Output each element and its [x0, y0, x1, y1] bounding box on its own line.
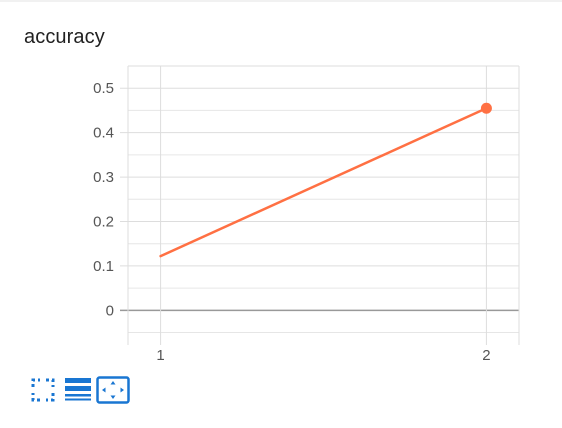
chart-grid: [120, 65, 520, 345]
series-line: [159, 106, 488, 258]
y-tick-label: 0.2: [93, 213, 114, 230]
list-lines-icon: [65, 378, 91, 401]
x-tick-label: 2: [482, 347, 490, 364]
x-tick-label: 1: [156, 347, 164, 364]
fit-domain-button[interactable]: [96, 375, 130, 405]
y-tick-label: 0.3: [93, 169, 114, 186]
chart-toolbar: [26, 374, 130, 406]
chart-series: [159, 102, 492, 258]
fit-to-domain-icon: [96, 376, 130, 404]
y-tick-label: 0.4: [93, 125, 114, 142]
toggle-log-scale-button[interactable]: [61, 375, 95, 405]
card-top-divider: [0, 0, 562, 2]
series-last-point: [480, 102, 492, 114]
fullscreen-icon: [31, 378, 55, 402]
y-tick-label: 0.1: [93, 258, 114, 275]
y-tick-label: 0: [106, 302, 114, 319]
fullscreen-button[interactable]: [26, 375, 60, 405]
y-tick-label: 0.5: [93, 80, 114, 97]
chart-axes: 0 0.1 0.2 0.3 0.4 0.5 1 2: [93, 80, 490, 364]
chart-title: accuracy: [24, 26, 105, 48]
